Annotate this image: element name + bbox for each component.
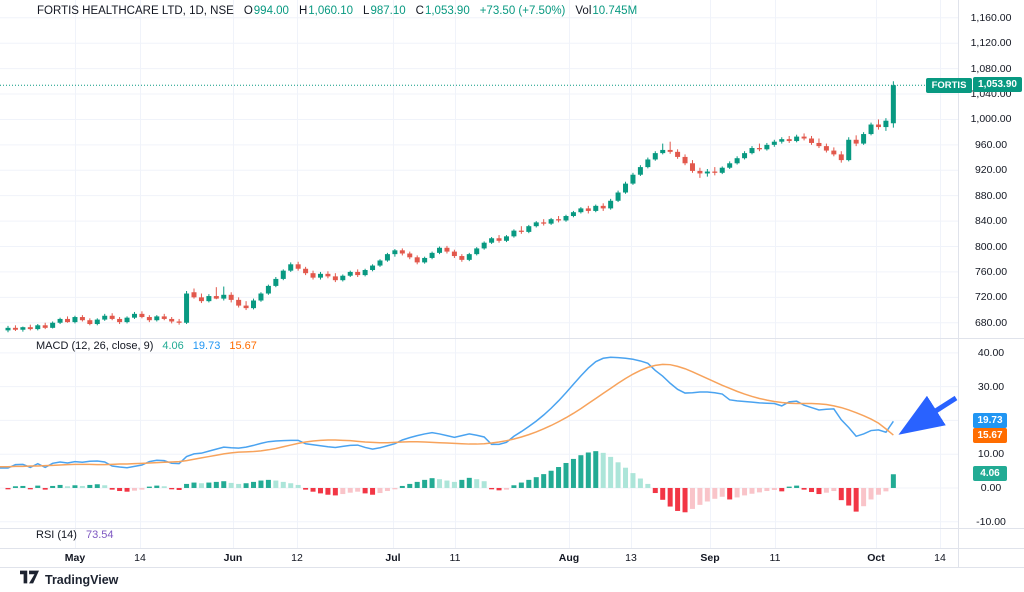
ohlc-open: O994.00 bbox=[243, 5, 289, 17]
rsi-legend[interactable]: RSI (14) 73.54 bbox=[36, 529, 114, 541]
macd-crossover-arrow[interactable] bbox=[898, 395, 958, 435]
last-price-chip: 1,053.90 bbox=[973, 77, 1022, 92]
macd-legend-title: MACD (12, 26, close, 9) bbox=[36, 340, 154, 352]
macd-legend[interactable]: MACD (12, 26, close, 9) 4.06 19.73 15.67 bbox=[36, 340, 257, 352]
macd-tick-label: -10.00 bbox=[976, 515, 1006, 528]
price-change: +73.50 (+7.50%) bbox=[479, 5, 566, 17]
macd-histogram[interactable] bbox=[5, 451, 896, 513]
macd-line[interactable] bbox=[0, 356, 894, 469]
time-tick-label: Aug bbox=[558, 552, 580, 564]
time-tick-label: 12 bbox=[291, 552, 303, 564]
price-tick-label: 800.00 bbox=[974, 240, 1008, 253]
price-label-tag: FORTIS EQ bbox=[926, 78, 972, 106]
time-tick-label: Jul bbox=[385, 552, 401, 564]
time-tick-label: Jun bbox=[223, 552, 243, 564]
time-tick-label: May bbox=[64, 552, 86, 564]
time-tick-label: Sep bbox=[700, 552, 720, 564]
macd-signal-value: 15.67 bbox=[229, 340, 257, 352]
macd-tick-label: 10.00 bbox=[977, 448, 1005, 461]
time-tick-label: 14 bbox=[934, 552, 946, 564]
ohlc-high: H1,060.10 bbox=[298, 5, 354, 17]
ohlc-low: L987.10 bbox=[363, 5, 406, 17]
rsi-legend-title: RSI (14) bbox=[36, 529, 77, 541]
signal-value-chip: 15.67 bbox=[973, 428, 1007, 443]
macd-value-chip: 19.73 bbox=[973, 413, 1007, 428]
rsi-value: 73.54 bbox=[85, 529, 114, 541]
price-axis[interactable]: 1,160.00 1,120.00 1,080.00 1,040.00 1,000.00… bbox=[958, 0, 1024, 567]
time-tick-label: 11 bbox=[449, 552, 461, 564]
symbol-title[interactable]: FORTIS HEALTHCARE LTD, 1D, NSE bbox=[37, 5, 234, 17]
macd-line-value: 19.73 bbox=[192, 340, 221, 352]
time-tick-label: 13 bbox=[625, 552, 637, 564]
price-tick-label: 1,000.00 bbox=[970, 113, 1012, 126]
price-tick-label: 880.00 bbox=[974, 189, 1008, 202]
time-tick-label: 11 bbox=[769, 552, 781, 564]
macd-signal-line[interactable] bbox=[0, 363, 894, 468]
price-tick-label: 1,120.00 bbox=[970, 37, 1012, 50]
price-tick-label: 1,160.00 bbox=[970, 11, 1012, 24]
time-axis[interactable]: May 14 Jun 12 Jul 11 Aug 13 Sep 11 Oct 14 bbox=[0, 548, 958, 567]
symbol-header: FORTIS HEALTHCARE LTD, 1D, NSE O994.00 H… bbox=[37, 5, 637, 17]
macd-tick-label: 0.00 bbox=[980, 481, 1002, 494]
macd-tick-label: 40.00 bbox=[977, 346, 1005, 359]
gridlines bbox=[0, 0, 958, 548]
macd-hist-value: 4.06 bbox=[162, 340, 184, 352]
hist-value-chip: 4.06 bbox=[973, 466, 1007, 481]
price-tick-label: 920.00 bbox=[974, 164, 1008, 177]
tradingview-logo-icon[interactable] bbox=[20, 570, 39, 589]
price-tick-label: 720.00 bbox=[974, 291, 1008, 304]
price-tick-label: 960.00 bbox=[974, 138, 1008, 151]
price-tick-label: 680.00 bbox=[974, 316, 1008, 329]
price-tick-label: 1,080.00 bbox=[970, 62, 1012, 75]
volume-readout: Vol10.745M bbox=[575, 5, 638, 17]
macd-tick-label: 30.00 bbox=[977, 380, 1005, 393]
candlestick-series[interactable] bbox=[5, 81, 896, 333]
price-tick-label: 760.00 bbox=[974, 265, 1008, 278]
price-tick-label: 840.00 bbox=[974, 215, 1008, 228]
brand-name[interactable]: TradingView bbox=[45, 572, 119, 587]
footer-brand: TradingView bbox=[20, 570, 118, 589]
time-tick-label: Oct bbox=[867, 552, 885, 564]
ohlc-close: C1,053.90 bbox=[415, 5, 470, 17]
time-tick-label: 14 bbox=[134, 552, 146, 564]
